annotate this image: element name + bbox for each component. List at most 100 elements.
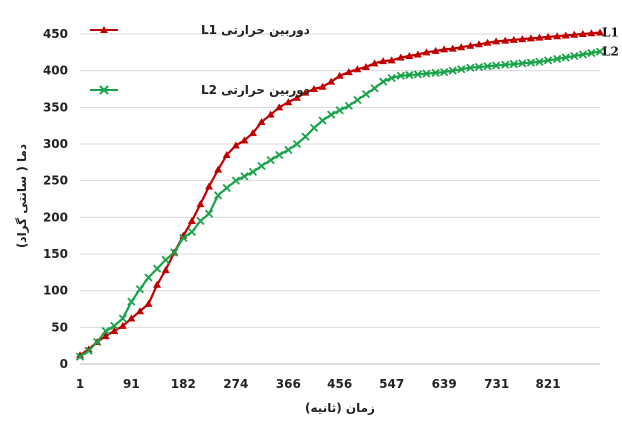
y-tick-label: 100 <box>43 284 68 298</box>
data-point <box>135 307 144 315</box>
data-point <box>370 84 379 93</box>
data-point <box>457 43 466 51</box>
data-point <box>378 77 388 86</box>
data-point <box>240 172 249 181</box>
data-point <box>535 33 544 41</box>
data-point <box>144 299 153 307</box>
data-point <box>361 89 371 99</box>
y-tick-label: 200 <box>43 210 68 224</box>
series-line-l1 <box>79 31 601 357</box>
legend-marker-l1 <box>100 26 108 33</box>
data-point <box>266 110 275 118</box>
data-point <box>422 69 431 78</box>
x-tick-label: 182 <box>171 377 196 391</box>
data-point <box>422 48 431 56</box>
data-point <box>161 255 170 265</box>
data-point <box>370 59 379 67</box>
data-point <box>405 52 414 59</box>
data-point <box>335 71 344 79</box>
data-point <box>448 44 457 52</box>
series-end-label: L2 <box>602 45 619 59</box>
data-point <box>448 66 457 75</box>
series-line-l2 <box>79 50 601 358</box>
data-point <box>535 57 544 67</box>
data-point <box>213 191 223 200</box>
data-point <box>587 48 596 58</box>
data-point <box>526 34 535 42</box>
series-l2: L2 <box>75 45 619 361</box>
data-point <box>544 32 553 40</box>
data-point <box>578 50 588 59</box>
y-tick-label: 250 <box>43 174 68 188</box>
data-point <box>440 67 449 77</box>
data-point <box>161 266 170 274</box>
data-point <box>553 54 562 64</box>
legend: دوربین حرارتی L1 دوربین حرارتی L2 <box>90 23 310 98</box>
data-point <box>292 93 301 101</box>
data-point <box>152 264 162 273</box>
data-point <box>84 346 93 355</box>
data-point <box>101 326 110 336</box>
data-point <box>595 47 605 56</box>
data-point <box>483 62 492 71</box>
data-point <box>187 227 197 237</box>
data-point <box>292 139 302 149</box>
gridlines <box>80 33 600 328</box>
data-point <box>501 36 510 44</box>
data-point <box>92 337 102 347</box>
data-point <box>518 59 527 68</box>
data-point <box>204 209 214 218</box>
data-point <box>405 70 414 80</box>
data-point <box>257 161 266 171</box>
y-tick-label: 0 <box>60 357 68 371</box>
x-axis-title: زمان (ثانیه) <box>305 401 375 415</box>
data-point <box>387 56 396 64</box>
data-point <box>387 73 396 83</box>
data-point <box>396 71 405 80</box>
x-tick-label: 821 <box>536 377 561 391</box>
data-point <box>457 65 466 74</box>
data-point <box>118 321 127 329</box>
data-point <box>75 352 85 361</box>
data-point <box>170 248 179 257</box>
data-point <box>466 41 475 49</box>
data-point <box>118 314 127 323</box>
data-point <box>205 182 214 190</box>
data-point <box>344 68 353 76</box>
y-tick-label: 450 <box>43 27 68 41</box>
data-point <box>561 53 570 62</box>
data-point <box>570 51 579 61</box>
data-point <box>284 98 293 106</box>
data-point <box>492 37 501 45</box>
legend-entry-l2: دوربین حرارتی L2 <box>90 83 310 98</box>
data-point <box>327 77 336 85</box>
data-point <box>84 345 93 353</box>
data-point <box>474 62 484 72</box>
data-point <box>379 57 388 65</box>
data-point <box>301 132 310 141</box>
data-point <box>301 88 310 96</box>
data-point <box>518 35 527 43</box>
data-point <box>526 58 536 67</box>
data-point <box>222 151 231 158</box>
data-point <box>509 35 518 43</box>
data-point <box>310 85 319 92</box>
legend-marker-l2 <box>99 85 109 95</box>
data-point <box>413 70 423 79</box>
data-point <box>187 217 196 224</box>
data-point <box>196 216 205 226</box>
data-point <box>231 176 240 185</box>
x-tick-label: 366 <box>276 377 301 391</box>
data-point <box>587 29 596 37</box>
data-point <box>543 56 553 65</box>
x-tick-label: 547 <box>379 377 404 391</box>
data-point <box>275 103 284 111</box>
data-point <box>553 32 562 40</box>
data-point <box>318 82 327 90</box>
y-tick-label: 300 <box>43 137 68 151</box>
data-point <box>101 332 110 340</box>
data-point <box>561 31 570 39</box>
x-tick-label: 731 <box>484 377 509 391</box>
